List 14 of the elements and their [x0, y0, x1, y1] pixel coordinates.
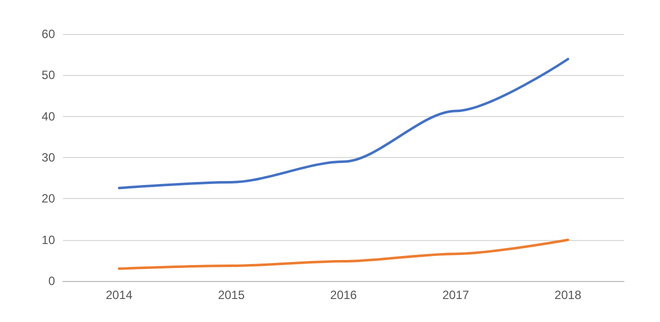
x-tick-label: 2015	[218, 288, 245, 302]
y-tick-label: 10	[42, 232, 56, 247]
y-tick-label: 60	[42, 27, 56, 41]
x-tick-label: 2017	[442, 288, 470, 302]
y-tick-label: 50	[42, 68, 56, 82]
y-tick-label: 40	[42, 109, 56, 124]
x-tick-label: 2014	[106, 288, 133, 302]
y-tick-label: 30	[42, 150, 56, 164]
line-series	[118, 238, 570, 270]
y-tick-label: 0	[48, 274, 56, 288]
y-tick-label: 20	[42, 192, 56, 206]
line-series	[118, 58, 570, 190]
x-tick-label: 2016	[330, 288, 358, 302]
x-tick-label: 2018	[554, 288, 582, 302]
